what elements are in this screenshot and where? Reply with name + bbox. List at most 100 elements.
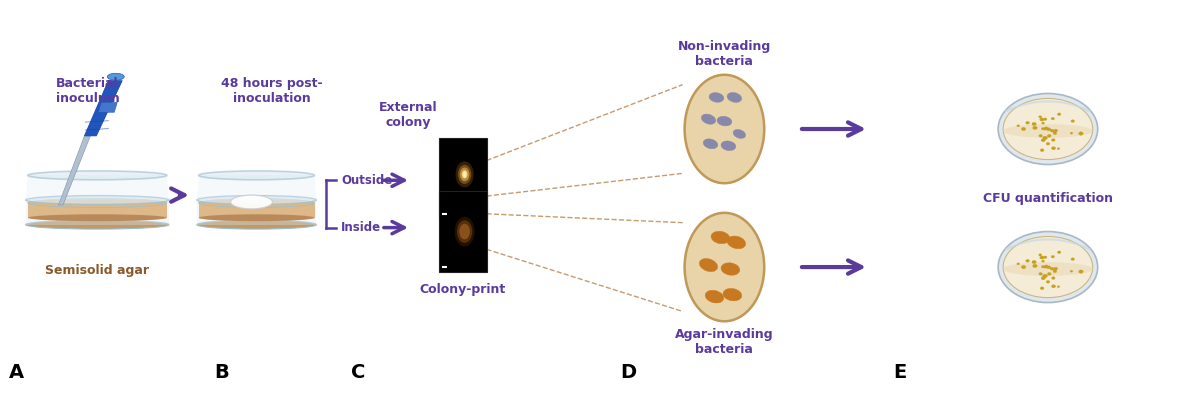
Ellipse shape <box>1003 98 1093 160</box>
Ellipse shape <box>1054 129 1057 132</box>
Ellipse shape <box>1039 254 1042 256</box>
Ellipse shape <box>1044 266 1046 268</box>
Ellipse shape <box>28 198 167 207</box>
Ellipse shape <box>1054 270 1057 273</box>
Ellipse shape <box>1079 270 1084 273</box>
Ellipse shape <box>1003 236 1093 298</box>
Ellipse shape <box>199 198 314 207</box>
Ellipse shape <box>1042 122 1044 124</box>
Ellipse shape <box>197 220 317 229</box>
Ellipse shape <box>199 214 314 221</box>
Ellipse shape <box>1070 258 1074 260</box>
Ellipse shape <box>463 171 467 178</box>
Ellipse shape <box>1003 124 1093 138</box>
Ellipse shape <box>1042 260 1044 262</box>
Ellipse shape <box>1043 274 1048 278</box>
Ellipse shape <box>1051 147 1056 150</box>
Ellipse shape <box>28 171 167 180</box>
Ellipse shape <box>1039 134 1043 137</box>
Ellipse shape <box>107 73 125 80</box>
Ellipse shape <box>457 220 473 243</box>
Ellipse shape <box>718 116 732 126</box>
Ellipse shape <box>1048 272 1051 275</box>
Text: A: A <box>8 362 24 382</box>
Ellipse shape <box>25 220 169 229</box>
Ellipse shape <box>1040 287 1044 290</box>
Ellipse shape <box>1044 128 1046 130</box>
Ellipse shape <box>1032 122 1037 126</box>
Ellipse shape <box>1057 286 1060 288</box>
Polygon shape <box>439 138 486 219</box>
Ellipse shape <box>1051 139 1055 141</box>
Ellipse shape <box>1033 264 1037 268</box>
Text: Agar-invading
bacteria: Agar-invading bacteria <box>676 328 774 356</box>
Ellipse shape <box>706 290 724 303</box>
Ellipse shape <box>1003 262 1093 276</box>
Ellipse shape <box>685 213 764 321</box>
Ellipse shape <box>1043 136 1048 140</box>
Ellipse shape <box>1042 138 1045 142</box>
Ellipse shape <box>458 165 472 184</box>
Text: Outside: Outside <box>341 174 392 187</box>
Polygon shape <box>98 102 118 112</box>
Ellipse shape <box>1070 270 1073 272</box>
Text: CFU quantification: CFU quantification <box>983 192 1112 204</box>
Ellipse shape <box>712 231 730 244</box>
Ellipse shape <box>709 93 724 102</box>
Ellipse shape <box>1026 260 1030 262</box>
Ellipse shape <box>1046 266 1049 268</box>
Polygon shape <box>197 175 317 200</box>
Ellipse shape <box>998 232 1098 302</box>
Ellipse shape <box>998 94 1098 164</box>
Ellipse shape <box>1046 128 1049 130</box>
Text: C: C <box>352 362 366 382</box>
Polygon shape <box>197 200 317 225</box>
Ellipse shape <box>700 258 718 272</box>
Text: External
colony: External colony <box>378 101 437 129</box>
Ellipse shape <box>1046 280 1050 283</box>
Text: Non-invading
bacteria: Non-invading bacteria <box>678 40 772 68</box>
Ellipse shape <box>1016 125 1020 127</box>
Polygon shape <box>199 203 314 218</box>
Ellipse shape <box>1057 148 1060 150</box>
Ellipse shape <box>1046 266 1051 269</box>
Text: Bacterial
inoculum: Bacterial inoculum <box>55 77 119 105</box>
Polygon shape <box>25 175 169 200</box>
Ellipse shape <box>197 196 317 204</box>
Ellipse shape <box>460 224 470 239</box>
Ellipse shape <box>1033 126 1037 130</box>
Ellipse shape <box>1039 272 1043 275</box>
Ellipse shape <box>1051 277 1055 280</box>
Polygon shape <box>59 136 90 205</box>
Ellipse shape <box>1032 260 1037 264</box>
Ellipse shape <box>1057 251 1061 254</box>
Polygon shape <box>84 81 122 136</box>
Text: 48 hours post-
inoculation: 48 hours post- inoculation <box>221 77 323 105</box>
Ellipse shape <box>1042 277 1045 280</box>
Ellipse shape <box>1050 129 1054 132</box>
Ellipse shape <box>1016 263 1020 265</box>
Ellipse shape <box>25 196 169 204</box>
Text: Inside: Inside <box>341 221 382 234</box>
Ellipse shape <box>1051 117 1055 120</box>
Ellipse shape <box>1079 132 1084 135</box>
Ellipse shape <box>460 168 469 181</box>
Ellipse shape <box>1026 121 1030 124</box>
Ellipse shape <box>1039 256 1044 259</box>
Ellipse shape <box>1051 285 1056 288</box>
Polygon shape <box>439 191 486 272</box>
Ellipse shape <box>1021 127 1026 131</box>
Ellipse shape <box>1051 256 1055 258</box>
Polygon shape <box>28 203 167 218</box>
Text: Semisolid agar: Semisolid agar <box>46 264 149 277</box>
Ellipse shape <box>1039 116 1042 118</box>
Text: E: E <box>894 362 907 382</box>
Ellipse shape <box>1048 134 1051 137</box>
Ellipse shape <box>1057 113 1061 116</box>
Ellipse shape <box>1052 130 1056 133</box>
Ellipse shape <box>28 214 167 221</box>
Text: D: D <box>620 362 636 382</box>
Ellipse shape <box>230 195 272 209</box>
Ellipse shape <box>1050 267 1054 270</box>
Ellipse shape <box>721 141 736 150</box>
